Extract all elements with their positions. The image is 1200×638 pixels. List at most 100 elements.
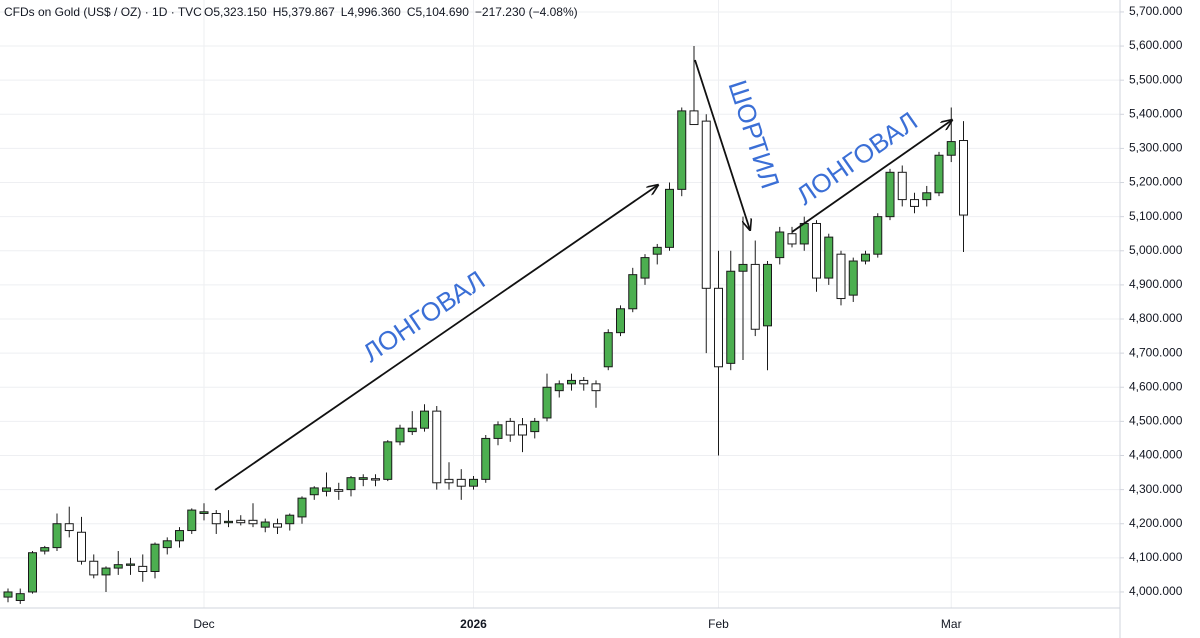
candle-body (260, 521, 270, 528)
candle-body (395, 427, 405, 443)
x-tick-label: Feb (708, 617, 729, 631)
y-tick-label: 4,300.000 (1129, 482, 1183, 496)
candle-body (910, 199, 919, 207)
arrow (694, 59, 750, 230)
candle-body (383, 441, 393, 480)
x-tick-label: Dec (193, 617, 214, 631)
candle-body (726, 270, 736, 364)
y-tick-label: 5,100.000 (1129, 209, 1183, 223)
candle-body (689, 110, 699, 126)
candle-body (652, 246, 662, 255)
symbol: CFDs on Gold (US$ / OZ) · 1D · TVC (4, 5, 202, 19)
candle-body (3, 591, 13, 598)
y-tick-label: 5,500.000 (1129, 72, 1183, 86)
ohlc-readout: O5,323.150 H5,379.867 L4,996.360 C5,104.690… (204, 5, 578, 19)
candle-body (616, 308, 625, 334)
y-tick-label: 5,400.000 (1129, 106, 1183, 120)
candle-body (126, 563, 135, 566)
candle-body (493, 424, 503, 439)
candle-body (787, 233, 797, 245)
candle-body (505, 420, 515, 436)
candle-body (628, 274, 638, 310)
y-tick-label: 5,600.000 (1129, 38, 1183, 52)
ohlc-value: C5,104.690 (407, 5, 469, 19)
candle-body (665, 188, 674, 248)
candle-body (677, 110, 687, 190)
candle-body (175, 530, 184, 542)
candle-body (567, 379, 576, 385)
candle-body (211, 512, 221, 525)
ohlc-value: O5,323.150 (204, 5, 267, 19)
candle-body (738, 263, 748, 272)
candle-body (113, 564, 123, 569)
candle-body (187, 509, 197, 532)
ohlc-value: −217.230 (−4.08%) (475, 5, 578, 19)
candle-body (456, 478, 466, 487)
y-tick-label: 5,000.000 (1129, 243, 1183, 257)
candle-body (432, 410, 442, 484)
candle-body (285, 514, 295, 525)
arrow (791, 120, 952, 233)
candle-body (922, 192, 932, 201)
candle-body (824, 236, 834, 279)
grid (0, 0, 1120, 608)
candle-body (848, 260, 858, 296)
x-tick-label: Mar (941, 617, 962, 631)
candle-body (138, 565, 148, 572)
candle-body (297, 497, 307, 518)
candle-body (861, 253, 870, 262)
candle-body (89, 560, 99, 576)
ohlc-value: H5,379.867 (273, 5, 335, 19)
candle-body (542, 386, 552, 419)
candle-body (946, 141, 956, 156)
candle-body (934, 154, 944, 194)
candle-body (579, 379, 589, 385)
candle-body (444, 478, 454, 484)
candle-body (701, 120, 711, 289)
candle-body (799, 222, 809, 245)
y-tick-label: 4,400.000 (1129, 448, 1183, 462)
arrow (214, 185, 658, 491)
candle-body (812, 222, 821, 279)
y-tick-label: 4,500.000 (1129, 414, 1183, 428)
candle-body (591, 383, 601, 392)
candle-body (64, 523, 74, 532)
candle-body (40, 547, 50, 552)
candle-body (481, 437, 491, 480)
y-tick-label: 5,200.000 (1129, 175, 1183, 189)
candle-body (469, 478, 478, 487)
candle-body (28, 552, 37, 593)
annotation: ЛОНГОВАЛ (357, 265, 490, 368)
candle-body (224, 520, 233, 524)
y-tick-label: 4,000.000 (1129, 584, 1183, 598)
candle-body (750, 263, 760, 330)
candle-body (836, 253, 846, 300)
candle-body (334, 489, 344, 492)
y-tick-label: 5,300.000 (1129, 141, 1183, 155)
candle-body (248, 519, 258, 525)
candle-body (897, 171, 907, 201)
candle-body (371, 478, 380, 481)
price-axis: 4,000.000 4,100.000 4,200.000 4,300.000 4,40… (1120, 4, 1183, 598)
candle-body (518, 424, 527, 436)
candle-body (885, 171, 895, 218)
y-tick-label: 4,200.000 (1129, 516, 1183, 530)
candle-body (15, 593, 25, 601)
candles (3, 46, 968, 604)
x-tick-label: 2026 (460, 617, 487, 631)
candle-body (236, 519, 246, 524)
candle-body (420, 410, 429, 429)
candle-body (322, 487, 331, 492)
candle-body (77, 531, 86, 562)
ohlc-value: L4,996.360 (341, 5, 401, 19)
y-tick-label: 4,800.000 (1129, 311, 1183, 325)
candle-body (101, 567, 111, 576)
candle-body (873, 216, 883, 255)
time-axis: Dec 2026 Feb Mar (193, 617, 961, 631)
candle-body (150, 543, 160, 572)
candle-body (554, 383, 564, 392)
candle-body (640, 257, 650, 279)
y-tick-label: 4,700.000 (1129, 345, 1183, 359)
y-tick-label: 4,100.000 (1129, 550, 1183, 564)
